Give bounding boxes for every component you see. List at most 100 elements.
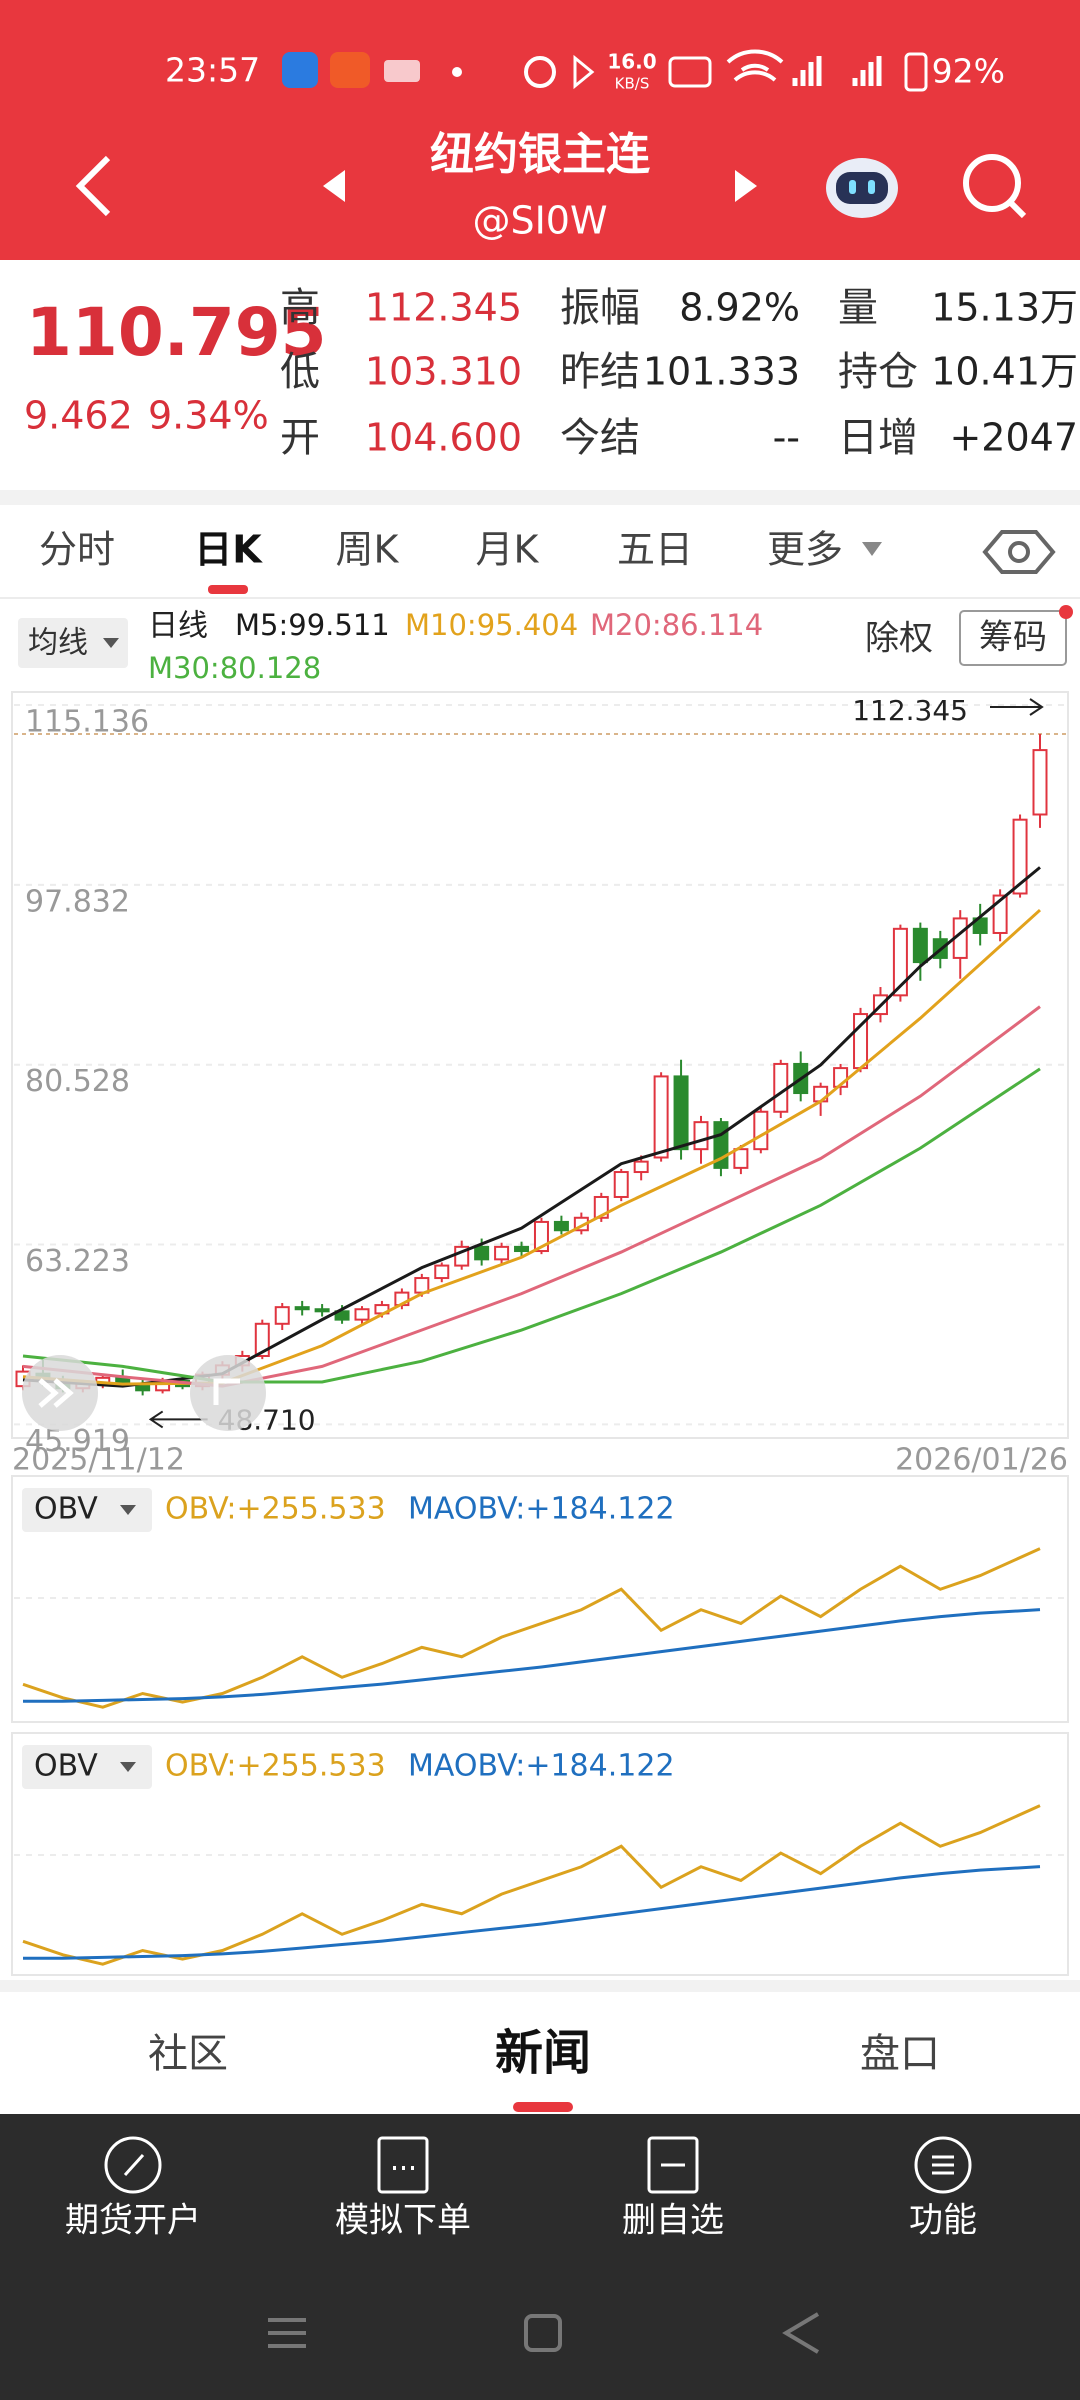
field-label: 昨结: [560, 349, 640, 395]
indicator-panel: OBV OBV:+255.533 MAOBV:+184.122: [14, 1745, 1066, 1966]
candle-body: [1012, 818, 1028, 895]
indicator-line: [22, 1804, 1041, 1966]
settings-button[interactable]: [982, 530, 1056, 574]
selector-bg: [18, 618, 128, 668]
candle-body: [434, 1264, 450, 1280]
period-tab[interactable]: 五日: [617, 528, 693, 572]
toolbar-label[interactable]: 功能: [909, 2201, 977, 2241]
ma-legend: M5:99.511: [235, 608, 390, 642]
chips-button[interactable]: 筹码: [979, 618, 1047, 658]
robot-face: [836, 172, 888, 204]
search-icon: [1007, 199, 1027, 219]
field-label: 量: [838, 285, 878, 331]
dropdown-arrow: [120, 1505, 136, 1515]
ma-legend: M20:86.114: [590, 608, 763, 642]
field-value: 8.92%: [679, 286, 800, 330]
period-tab[interactable]: 分时: [39, 528, 115, 572]
indicator-legend: OBV:+255.533: [165, 1492, 386, 1527]
toolbar-icon: [377, 2136, 429, 2194]
robot-eye: [868, 180, 875, 194]
prev-contract[interactable]: [323, 170, 345, 202]
chart-frame: [11, 691, 1069, 1439]
candle-body: [553, 1220, 569, 1232]
field-label: 今结: [560, 415, 640, 461]
toolbar-label[interactable]: 删自选: [622, 2201, 724, 2241]
period-label: 日线: [148, 609, 208, 644]
field-value: 103.310: [365, 350, 522, 394]
nav-home[interactable]: [524, 2314, 562, 2352]
high-label: 112.345: [852, 694, 968, 727]
signal-icon: [792, 56, 822, 86]
bottom-tab[interactable]: 社区: [148, 2031, 228, 2077]
dropdown-arrow: [120, 1762, 136, 1772]
candle-body: [274, 1306, 290, 1325]
candle-body: [633, 1160, 649, 1174]
price-change-pct: 9.34%: [148, 394, 269, 438]
contract-symbol: @SI0W: [472, 199, 607, 243]
field-value: 112.345: [365, 286, 522, 330]
divider: [0, 1980, 1080, 1992]
bottom-tab[interactable]: 新闻: [495, 2025, 591, 2081]
selector-bg[interactable]: [22, 1488, 152, 1532]
period-tab[interactable]: 周K: [336, 528, 400, 572]
ma-selector[interactable]: 均线: [18, 618, 128, 668]
indicator-panel: OBV OBV:+255.533 MAOBV:+184.122: [14, 1488, 1066, 1709]
candlestick-chart: 45.91963.22380.52897.832115.136M5:99.511…: [14, 608, 1066, 1459]
high-arrow: [990, 698, 1044, 716]
field-value: 104.600: [365, 416, 522, 460]
contract-title: 纽约银主连: [430, 129, 650, 180]
nav-menu[interactable]: [268, 2318, 306, 2348]
candle-body: [354, 1308, 370, 1321]
toolbar-label[interactable]: 模拟下单: [335, 2201, 471, 2241]
search-button[interactable]: [963, 154, 1027, 219]
field-label: 持仓: [838, 349, 918, 395]
ma-legend: M30:80.128: [148, 651, 321, 685]
period-tab[interactable]: 日K: [194, 528, 263, 572]
selector-bg[interactable]: [22, 1745, 152, 1789]
candle-body: [494, 1245, 510, 1261]
dropdown-arrow: [103, 638, 119, 648]
y-tick-label: 45.919: [25, 1424, 130, 1459]
collapse-button[interactable]: [22, 1355, 98, 1431]
indicator-frame: [11, 1732, 1069, 1976]
bottom-tab[interactable]: 盘口: [860, 2031, 940, 2077]
indicator-selector[interactable]: OBV: [34, 1749, 98, 1784]
candle-body: [733, 1148, 749, 1169]
crosshair-button[interactable]: [190, 1355, 266, 1431]
nav-back[interactable]: [782, 2312, 820, 2354]
battery-level: 92%: [932, 52, 1005, 91]
net-speed: 16.0: [607, 50, 656, 74]
field-value: 101.333: [643, 350, 800, 394]
indicator-legend: MAOBV:+184.122: [408, 1749, 675, 1784]
chips-button-frame[interactable]: [959, 610, 1067, 666]
status-time: 23:57: [165, 51, 260, 90]
crosshair-icon: [213, 1378, 240, 1405]
x-end-label: 2026/01/26: [895, 1443, 1068, 1478]
period-tab[interactable]: 更多: [767, 528, 843, 572]
next-contract[interactable]: [735, 170, 757, 202]
adjust-button[interactable]: 除权: [865, 619, 933, 659]
header-bg: [0, 0, 1080, 260]
candle-body: [474, 1245, 490, 1261]
indicator-frame: [11, 1475, 1069, 1723]
assistant-button[interactable]: [826, 158, 898, 218]
back-button[interactable]: [75, 155, 111, 217]
toolbar-label[interactable]: 期货开户: [65, 2201, 201, 2241]
toolbar-icon: [647, 2136, 699, 2194]
candle-body: [912, 927, 928, 964]
app-icon: [330, 52, 370, 88]
selector-label: 均线: [28, 626, 88, 661]
field-label: 日增: [838, 415, 918, 461]
last-price: 110.795: [26, 294, 327, 371]
period-tab[interactable]: 月K: [476, 528, 540, 572]
indicator-selector[interactable]: OBV: [34, 1492, 98, 1527]
field-value: +2047: [949, 416, 1078, 460]
field-label: 开: [280, 415, 320, 461]
settings-icon: [1008, 541, 1030, 563]
candle-body: [613, 1171, 629, 1198]
field-value: --: [773, 416, 800, 460]
indicator-legend: MAOBV:+184.122: [408, 1492, 675, 1527]
alarm-icon: [524, 56, 556, 88]
chart-overlay-buttons[interactable]: [22, 1355, 266, 1431]
y-tick-label: 80.528: [25, 1064, 130, 1099]
